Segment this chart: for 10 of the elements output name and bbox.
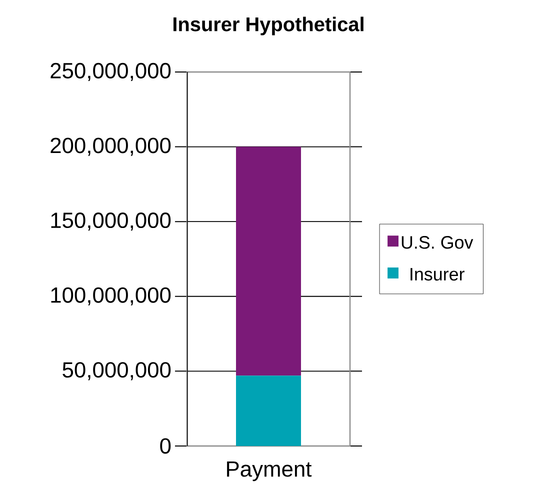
chart-title: Insurer Hypothetical <box>174 16 364 36</box>
y-tick-label: 150,000,000 <box>51 212 171 231</box>
y-tick-label: 50,000,000 <box>62 362 171 380</box>
y-tick-label: 0 <box>160 438 171 454</box>
y-tick-label: 100,000,000 <box>51 287 171 306</box>
legend-label: U.S. Gov <box>402 236 474 249</box>
y-tick-label: 250,000,000 <box>50 62 171 82</box>
x-tick-label: Payment <box>227 462 312 482</box>
legend-label: Insurer <box>410 268 464 281</box>
y-tick-label: 200,000,000 <box>50 138 171 156</box>
